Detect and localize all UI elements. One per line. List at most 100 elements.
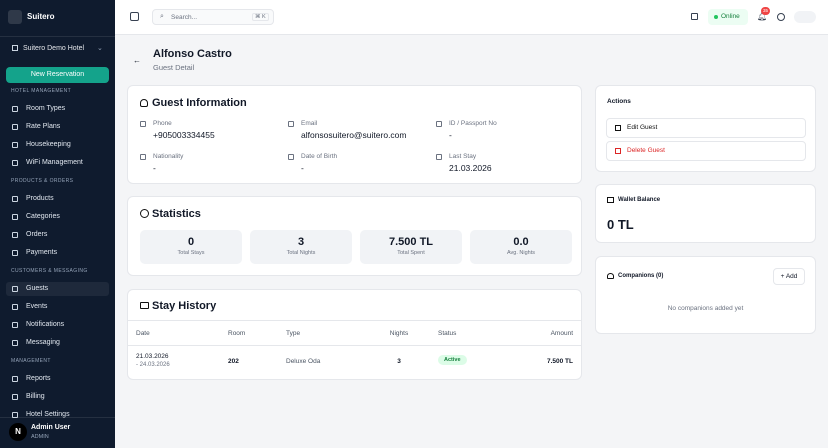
column-header: Status xyxy=(438,330,457,337)
stat-label: Total Stays xyxy=(177,250,205,256)
stats-icon xyxy=(140,209,149,218)
nav-label: Rate Plans xyxy=(26,123,61,130)
field-icon xyxy=(288,121,294,127)
nav-label: Guests xyxy=(26,285,49,292)
bell-icon[interactable]: 🔔︎ xyxy=(757,12,768,21)
nav-item[interactable]: Guests xyxy=(6,282,109,296)
divider xyxy=(0,417,115,418)
nav-item[interactable]: Room Types xyxy=(6,102,109,116)
sidebar: Suitero Suitero Demo Hotel ⌄ New Reserva… xyxy=(0,0,115,448)
back-button[interactable]: ← xyxy=(133,56,141,65)
divider xyxy=(0,36,115,37)
logo: Suitero xyxy=(27,12,55,21)
icon xyxy=(615,148,621,154)
nav-icon xyxy=(12,304,18,310)
field-label: Email xyxy=(301,120,318,127)
calendar-icon[interactable] xyxy=(691,13,698,20)
delete-guest-button[interactable]: Delete Guest xyxy=(606,141,806,161)
guest-info-card: Guest Information Phone +905003334455 Emai… xyxy=(127,85,582,184)
stat-label: Avg. Nights xyxy=(506,250,536,256)
nav-item[interactable]: Categories xyxy=(6,210,109,224)
search-placeholder: Search... xyxy=(171,14,198,21)
search-box[interactable]: ⌕ Search... ⌘ K xyxy=(152,9,274,25)
column-header: Date xyxy=(136,330,150,337)
stay-history-card: Stay History Date Room Type Nights Status Amo… xyxy=(127,289,582,380)
stat-box: 0.0 Avg. Nights xyxy=(470,230,572,264)
stat-value: 0 xyxy=(187,236,195,248)
nav-item[interactable]: Hotel Settings xyxy=(6,408,109,422)
card-title: Stay History xyxy=(152,300,217,312)
nav-item[interactable]: WiFi Management xyxy=(6,156,109,170)
field-icon xyxy=(140,154,146,160)
divider xyxy=(128,345,581,346)
language-icon[interactable] xyxy=(777,13,785,21)
nav-item[interactable]: Notifications xyxy=(6,318,109,332)
field-icon xyxy=(436,121,442,127)
field-label: ID / Passport No xyxy=(449,120,497,127)
stat-value: 3 xyxy=(297,236,305,248)
sidebar-toggle[interactable] xyxy=(130,12,139,21)
field-value: - xyxy=(449,130,452,140)
nav-item[interactable]: Products xyxy=(6,192,109,206)
cell-amount: 7.500 TL xyxy=(546,358,573,365)
stat-box: 0 Total Stays xyxy=(140,230,242,264)
nav-icon xyxy=(12,394,18,400)
field-value: +905003334455 xyxy=(153,130,215,140)
user-icon xyxy=(140,99,148,107)
card-title: Companions (0) xyxy=(618,273,664,279)
notification-badge: 35 xyxy=(761,7,770,15)
nav-item[interactable]: Messaging xyxy=(6,336,109,350)
edit-guest-button[interactable]: Edit Guest xyxy=(606,118,806,138)
nav-item[interactable]: Payments xyxy=(6,246,109,260)
field-icon xyxy=(140,121,146,127)
new-reservation-button[interactable]: New Reservation xyxy=(6,67,109,83)
nav-icon xyxy=(12,340,18,346)
cell-nights: 3 xyxy=(397,358,401,365)
field-icon xyxy=(436,154,442,160)
add-companion-button[interactable]: + Add xyxy=(773,268,805,285)
chevron: ⌄ xyxy=(97,45,103,52)
nav-item[interactable]: Housekeeping xyxy=(6,138,109,152)
stat-value: 7.500 TL xyxy=(388,236,434,248)
nav-label: Payments xyxy=(26,249,58,256)
card-title: Actions xyxy=(607,98,631,105)
nav-section-label: HOTEL MANAGEMENT xyxy=(11,88,72,94)
cell-type: Deluxe Oda xyxy=(286,358,321,365)
empty-message: No companions added yet xyxy=(667,305,744,312)
nav-item[interactable]: Billing xyxy=(6,390,109,404)
stat-box: 3 Total Nights xyxy=(250,230,352,264)
field-label: Date of Birth xyxy=(301,153,338,160)
nav-icon xyxy=(12,196,18,202)
field-label: Last Stay xyxy=(449,153,477,160)
nav-section-label: PRODUCTS & ORDERS xyxy=(11,178,74,184)
stat-value: 0.0 xyxy=(513,236,529,248)
people-icon xyxy=(607,273,614,279)
nav-item[interactable]: Events xyxy=(6,300,109,314)
field-label: Nationality xyxy=(153,153,184,160)
shortcut: ⌘ K xyxy=(252,13,269,21)
nav-item[interactable]: Orders xyxy=(6,228,109,242)
theme-toggle[interactable] xyxy=(794,11,816,23)
hotel-select[interactable]: Suitero Demo Hotel xyxy=(23,45,85,52)
column-header: Nights xyxy=(389,330,409,337)
nav-label: WiFi Management xyxy=(26,159,83,166)
stat-box: 7.500 TL Total Spent xyxy=(360,230,462,264)
wallet-icon xyxy=(607,197,614,203)
wallet-card: Wallet Balance 0 TL xyxy=(595,184,816,243)
field-value: alfonsosuitero@suitero.com xyxy=(301,130,407,140)
status-badge: Active xyxy=(438,355,467,365)
nav-item[interactable]: Rate Plans xyxy=(6,120,109,134)
topbar: ⌕ Search... ⌘ K Online 🔔︎ 35 xyxy=(115,0,828,35)
divider xyxy=(128,320,581,321)
button-label: + Add xyxy=(780,273,798,280)
nav-icon xyxy=(12,160,18,166)
nav-label: Billing xyxy=(26,393,45,400)
nav-item[interactable]: Reports xyxy=(6,372,109,386)
logo-icon xyxy=(8,10,22,24)
button-label: Delete Guest xyxy=(627,147,665,154)
nav-icon xyxy=(12,250,18,256)
nav-icon xyxy=(12,106,18,112)
cell-date-to: - 24.03.2026 xyxy=(136,362,170,368)
status-badge: Online xyxy=(708,9,748,25)
